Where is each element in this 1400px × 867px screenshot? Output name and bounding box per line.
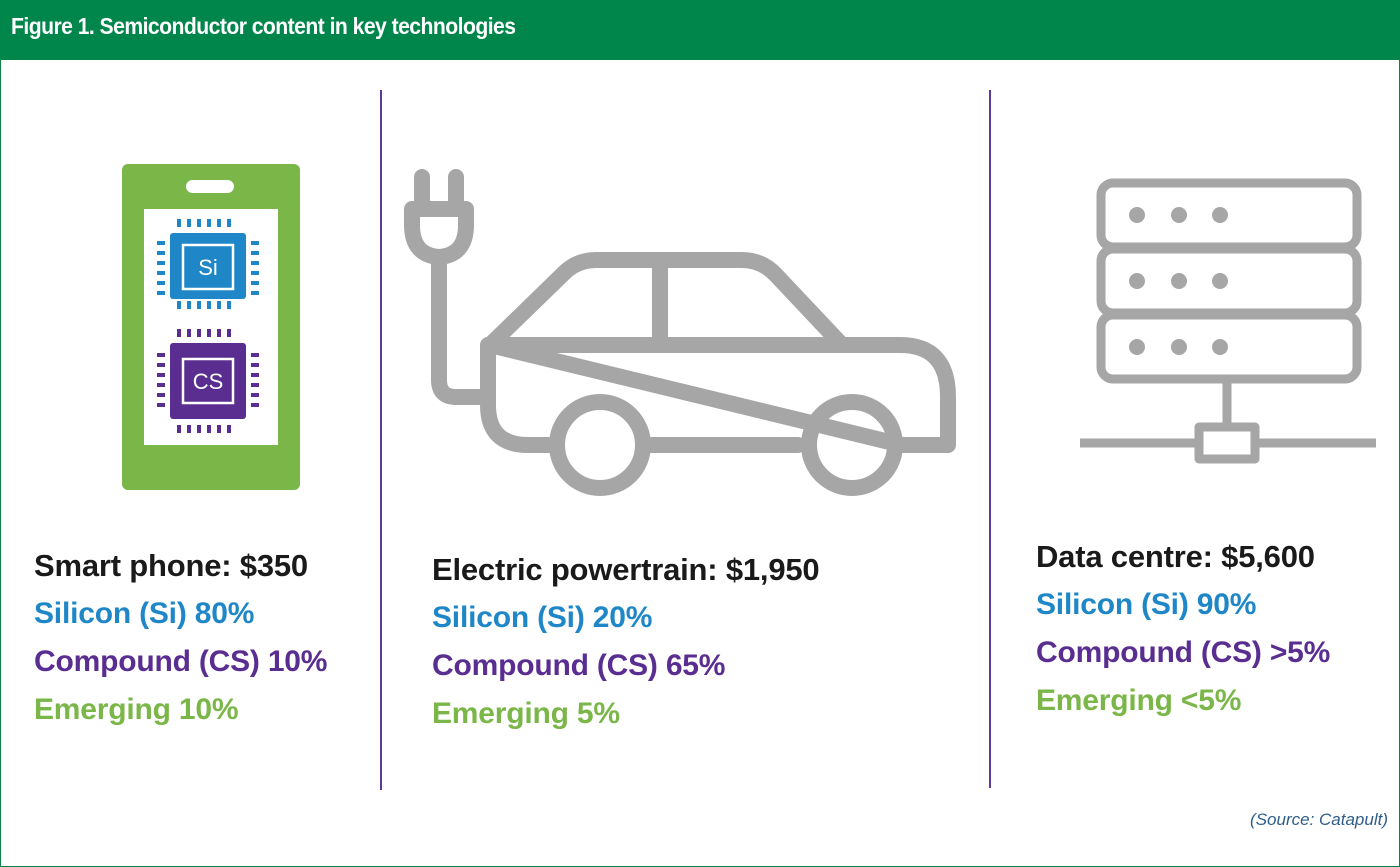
electric-car-plug-icon <box>404 169 956 496</box>
compound-chip <box>157 329 259 433</box>
silicon-share: Silicon (Si) 90% <box>1036 588 1257 621</box>
figure-header: Figure 1. Semiconductor content in key t… <box>0 0 1400 60</box>
chip-si-label: Si <box>198 255 218 280</box>
divider-left <box>380 90 382 790</box>
figure-title: Figure 1. Semiconductor content in key t… <box>11 13 516 39</box>
compound-share: Compound (CS) 10% <box>34 645 328 678</box>
panel-title: Data centre: $5,600 <box>1036 539 1315 574</box>
panel-data-centre: Data centre: $5,600 Silicon (Si) 90% Com… <box>1036 533 1330 725</box>
panel-title: Smart phone: $350 <box>34 548 308 583</box>
divider-right <box>989 90 991 788</box>
source-note: (Source: Catapult) <box>1250 810 1388 829</box>
panel-electric-powertrain: Electric powertrain: $1,950 Silicon (Si)… <box>432 546 820 738</box>
smartphone-chip-icon: Si CS <box>122 164 300 490</box>
server-rack-icon <box>1080 178 1376 464</box>
panel-title: Electric powertrain: $1,950 <box>432 552 820 587</box>
compound-share: Compound (CS) 65% <box>432 649 726 682</box>
emerging-share: Emerging <5% <box>1036 684 1242 717</box>
emerging-share: Emerging 10% <box>34 693 239 726</box>
silicon-chip <box>157 219 259 309</box>
panel-smart-phone: Smart phone: $350 Silicon (Si) 80% Compo… <box>34 542 327 734</box>
silicon-share: Silicon (Si) 20% <box>432 601 653 634</box>
silicon-share: Silicon (Si) 80% <box>34 597 255 630</box>
emerging-share: Emerging 5% <box>432 697 620 730</box>
compound-share: Compound (CS) >5% <box>1036 636 1331 669</box>
chip-cs-label: CS <box>193 369 224 394</box>
